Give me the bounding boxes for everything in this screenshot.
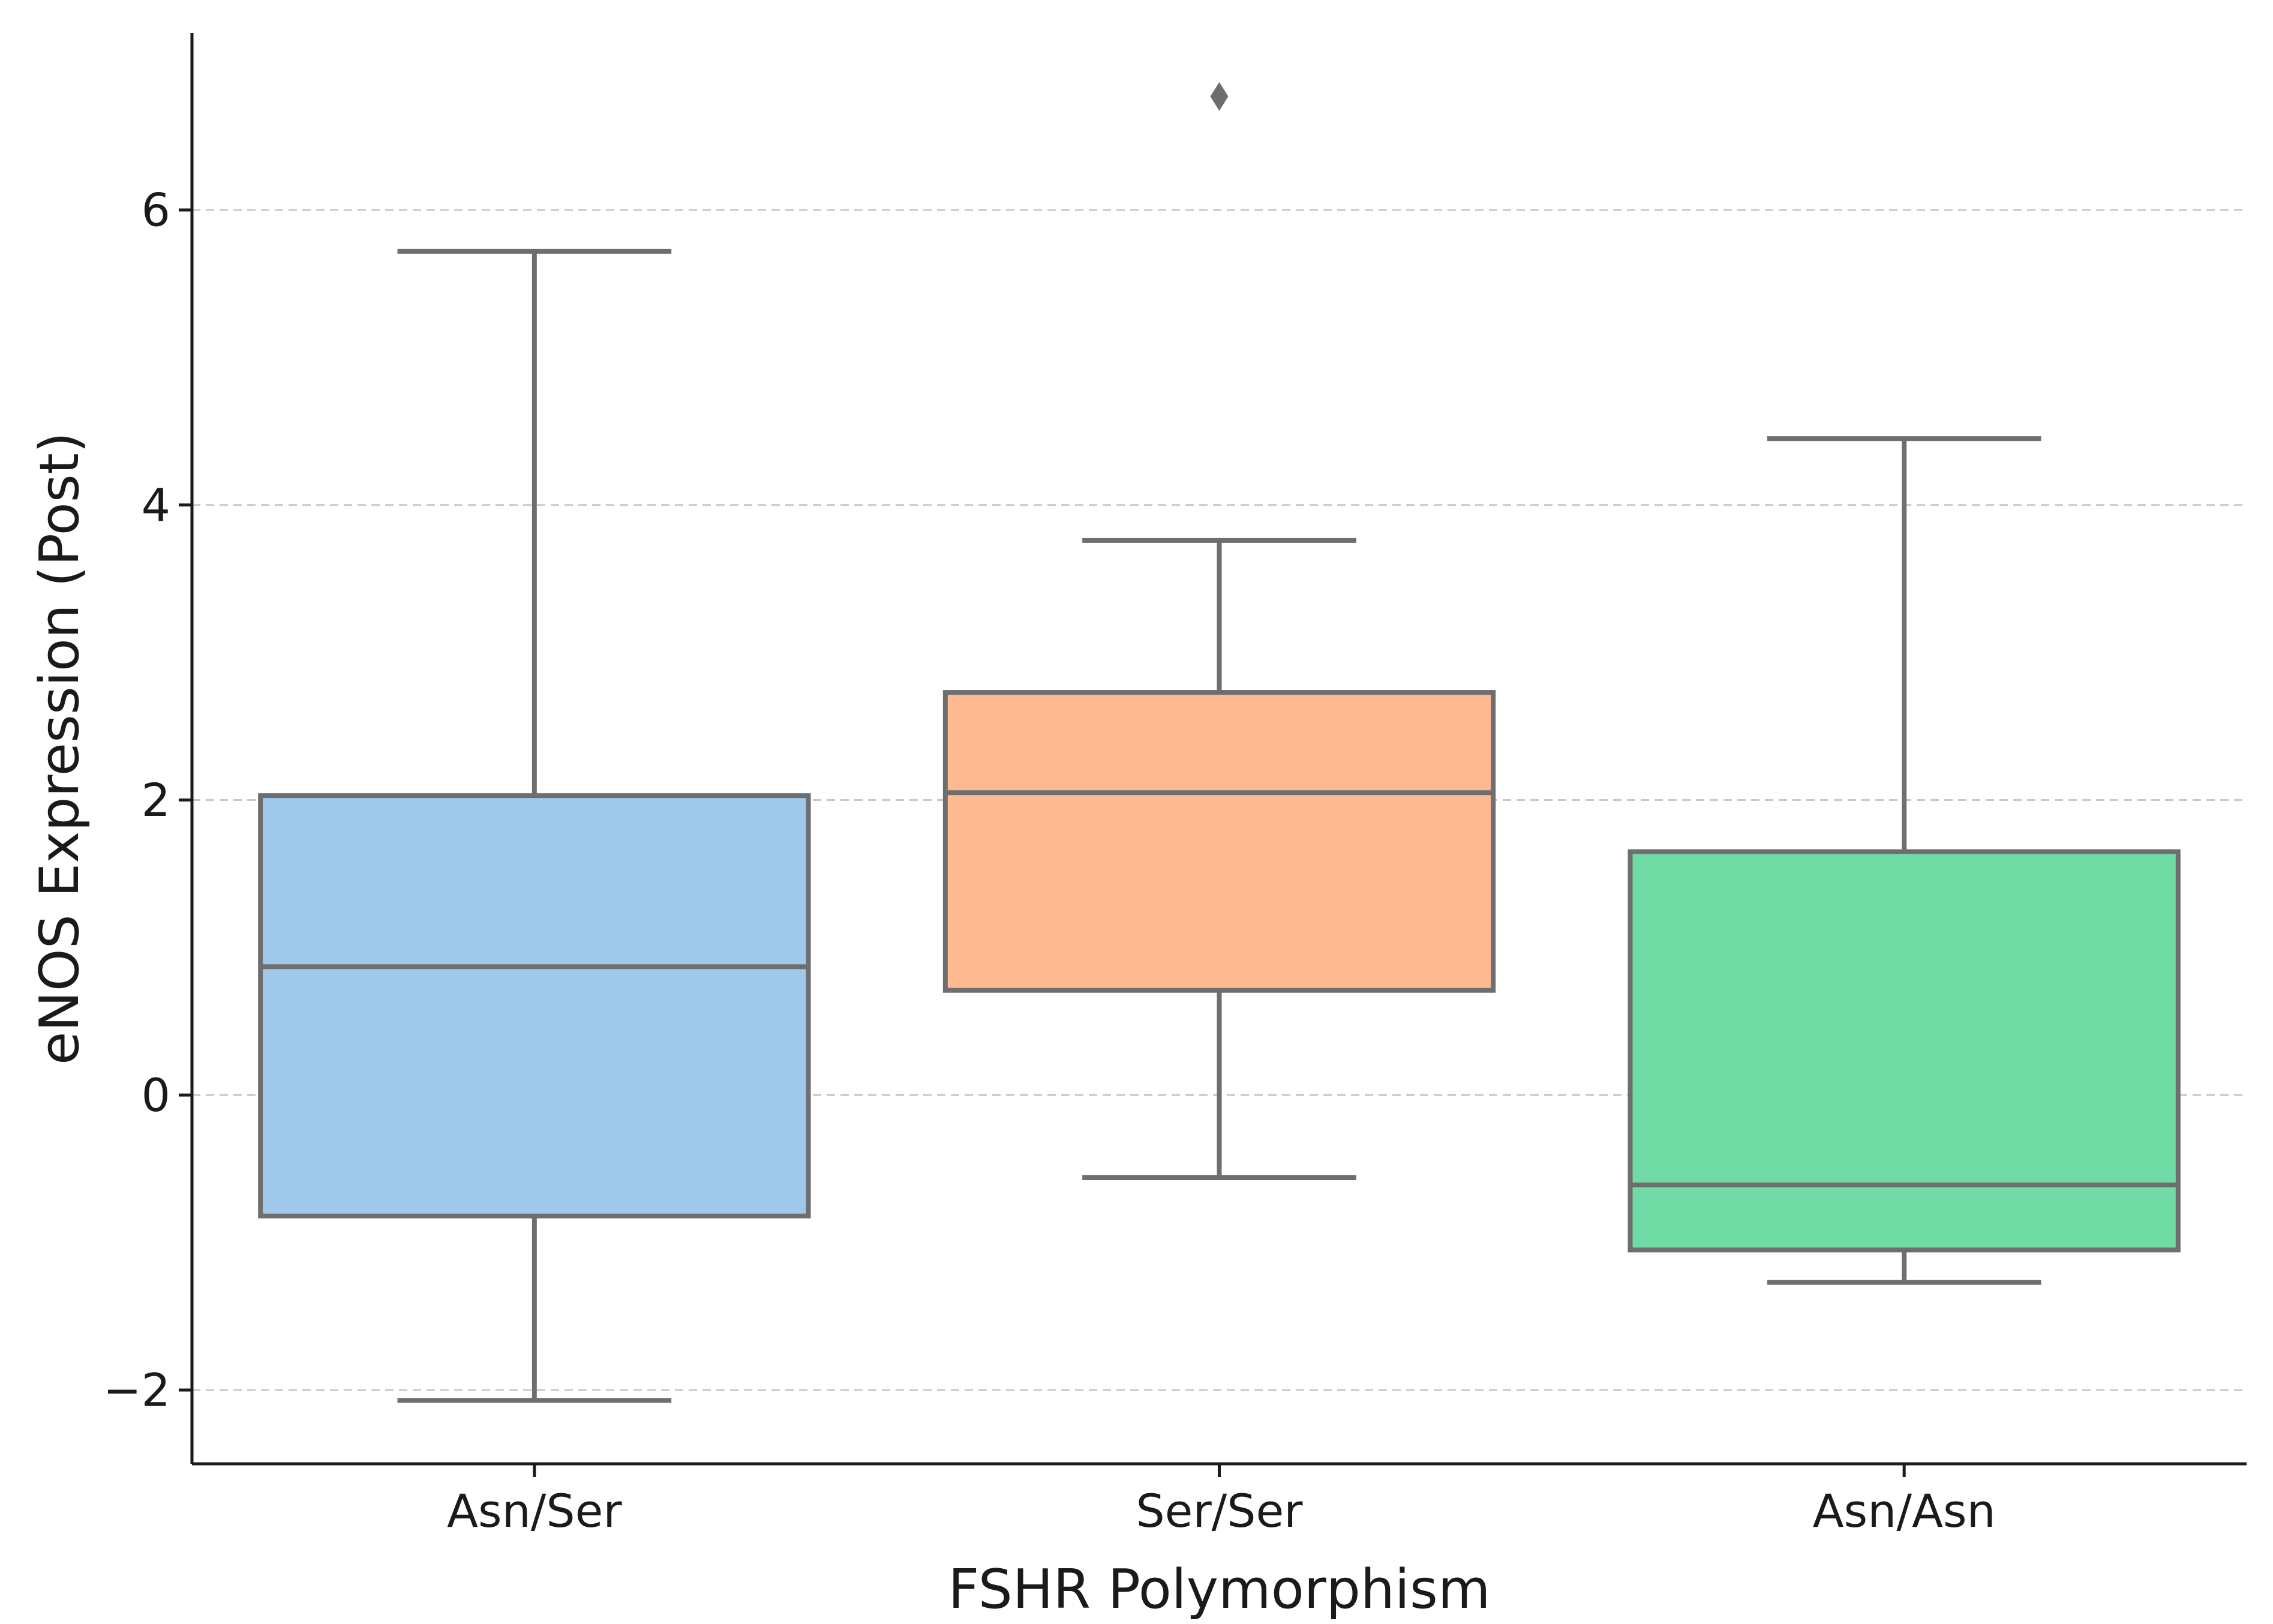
y-axis-title: eNOS Expression (Post) xyxy=(28,432,91,1065)
box-group xyxy=(258,248,811,1403)
x-tick-label: Asn/Asn xyxy=(1813,1484,1996,1538)
x-axis-title: FSHR Polymorphism xyxy=(948,1558,1491,1621)
y-tick-label: 2 xyxy=(142,773,170,827)
y-tick-label: 6 xyxy=(142,184,170,237)
iqr-box xyxy=(258,793,811,1218)
y-tick-label: −2 xyxy=(103,1364,170,1417)
box-group xyxy=(1628,436,2181,1285)
x-tick-label: Asn/Ser xyxy=(447,1484,622,1538)
y-tick-label: 0 xyxy=(142,1068,170,1122)
axis-ticks: −2 0 2 4 6 Asn/Ser Ser/Ser Asn/Asn xyxy=(103,184,1996,1538)
iqr-box xyxy=(942,690,1496,993)
iqr-box xyxy=(1628,849,2181,1253)
y-tick-label: 4 xyxy=(142,478,170,532)
box-plot-series xyxy=(258,82,2181,1403)
box-group xyxy=(942,82,1496,1180)
outlier-point xyxy=(1210,82,1229,111)
x-tick-label: Ser/Ser xyxy=(1136,1484,1303,1538)
